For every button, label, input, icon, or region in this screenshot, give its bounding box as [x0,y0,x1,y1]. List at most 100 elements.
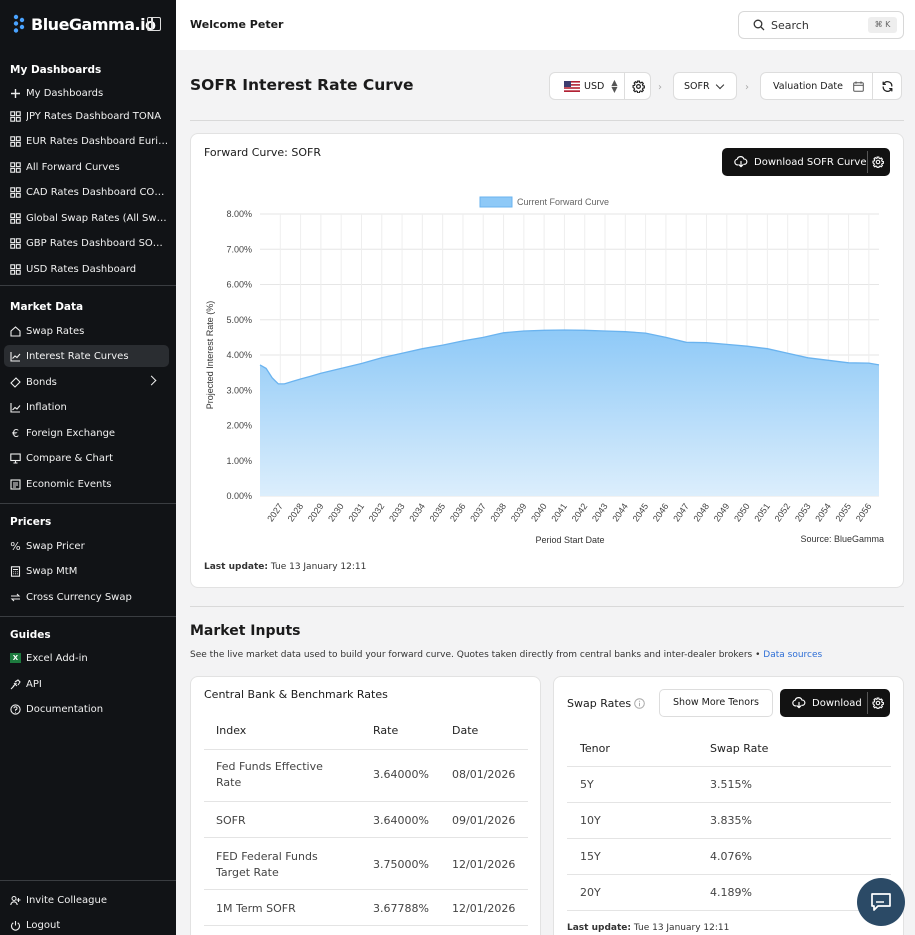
home-icon [10,325,21,337]
market-inputs-description: See the live market data used to build y… [190,650,822,660]
series-area-current-forward-curve [260,330,879,496]
sidebar-item-economic-events[interactable]: Economic Events [4,473,169,495]
sidebar-item-cad-rates-dashboard-corra[interactable]: CAD Rates Dashboard CORRA [4,181,169,203]
column-header: Swap Rate [710,742,769,755]
swap-settings-gear-icon[interactable] [867,692,889,714]
sidebar-item-label: Global Swap Rates (All Swap Rates) [26,212,169,224]
sidebar-item-interest-rate-curves[interactable]: Interest Rate Curves [4,345,169,367]
sidebar-item-invite-colleague[interactable]: Invite Colleague [4,889,169,911]
top-bar: Welcome Peter Search ⌘ K [176,0,915,50]
sidebar-item-label: Swap Rates [26,325,85,337]
refresh-icon[interactable] [872,73,902,99]
sidebar-item-all-forward-curves[interactable]: All Forward Curves [4,156,169,178]
x-tick-label: 2041 [549,501,569,523]
info-icon[interactable] [634,698,645,709]
index-name: Fed Funds Effective Rate [216,760,323,789]
swap-arrows-icon [10,592,21,603]
row-divider [567,838,891,839]
x-tick-label: 2034 [407,501,427,523]
sidebar-item-swap-mtm[interactable]: Swap MtM [4,560,169,582]
plug-icon [10,678,21,690]
row-divider [567,802,891,803]
swap-last-update-label: Last update: [567,923,631,933]
sidebar-item-compare-chart[interactable]: Compare & Chart [4,447,169,469]
sidebar-item-documentation[interactable]: Documentation [4,698,169,720]
trend-icon [10,402,21,413]
sidebar-toggle-icon[interactable] [147,17,161,31]
sidebar-item-label: Bonds [26,376,57,388]
currency-gear-icon[interactable] [624,73,651,99]
sidebar-item-jpy-rates-dashboard-tona[interactable]: JPY Rates Dashboard TONA [4,105,169,127]
rate-value: 3.64000% [373,814,429,827]
x-tick-label: 2056 [854,501,874,523]
logo[interactable]: BlueGamma.io [12,14,156,34]
sidebar-item-inflation[interactable]: Inflation [4,396,169,418]
divider [190,606,904,607]
x-tick-label: 2030 [326,501,346,523]
index-name: SOFR [216,814,246,827]
swap-rate-value: 4.189% [710,886,752,899]
sidebar-divider [0,285,176,286]
sidebar-item-my-dashboards[interactable]: My Dashboards [4,82,169,104]
sidebar-item-api[interactable]: API [4,673,169,695]
rate-value: 3.75000% [373,858,429,871]
chart-line-icon [10,351,21,362]
description-text: See the live market data used to build y… [190,650,761,660]
section-my-dashboards: My Dashboards [10,64,102,76]
x-tick-label: 2031 [346,501,366,523]
chevron-down-icon [715,80,725,90]
sidebar-item-label: Swap Pricer [26,540,85,552]
valuation-date-picker[interactable]: Valuation Date [760,72,902,100]
show-more-tenors-button[interactable]: Show More Tenors [659,689,773,717]
chevron-right-icon [146,375,157,386]
cloud-download-icon [792,697,806,709]
dashboard-icon [10,161,21,173]
x-tick-label: 2053 [793,501,813,523]
y-tick-label: 3.00% [226,385,252,395]
sidebar-item-global-swap-rates-all-swap-rates[interactable]: Global Swap Rates (All Swap Rates) [4,207,169,229]
search-input[interactable]: Search ⌘ K [738,11,904,39]
row-divider [204,749,528,750]
x-tick-label: 2033 [387,501,407,523]
sidebar-item-label: Interest Rate Curves [26,350,129,362]
sidebar-item-label: My Dashboards [26,87,104,99]
chart-source-note: Source: BlueGamma [800,534,884,544]
dashboard-icon [10,212,21,224]
sidebar-item-label: Cross Currency Swap [26,591,132,603]
download-swap-rates-button[interactable]: Download [780,689,890,717]
sidebar-item-excel-add-in[interactable]: X Excel Add-in [4,647,169,669]
sidebar-item-logout[interactable]: Logout [4,914,169,935]
index-select[interactable]: SOFR [673,72,737,100]
sidebar-item-eur-rates-dashboard-euribor[interactable]: EUR Rates Dashboard Euribor [4,130,169,152]
sidebar-item-label: Excel Add-in [26,652,88,664]
date-value: 12/01/2026 [452,858,516,871]
index-value: SOFR [684,80,710,92]
sidebar-item-foreign-exchange[interactable]: € Foreign Exchange [4,422,169,444]
sidebar-item-gbp-rates-dashboard-sonia[interactable]: GBP Rates Dashboard SONIA [4,232,169,254]
section-market-data: Market Data [10,301,84,313]
currency-select[interactable]: USD ▲ ▼ [549,72,651,100]
y-tick-label: 8.00% [226,209,252,219]
sidebar-item-label: Compare & Chart [26,452,113,464]
sidebar-item-label: JPY Rates Dashboard TONA [26,110,162,122]
dashboard-icon [10,135,21,147]
sidebar-item-usd-rates-dashboard[interactable]: USD Rates Dashboard [4,258,169,280]
x-tick-label: 2047 [671,501,691,523]
sidebar-item-label: Inflation [26,401,67,413]
row-divider [204,925,528,926]
sidebar-item-swap-pricer[interactable]: % Swap Pricer [4,535,169,557]
download-curve-label: Download SOFR Curve [754,156,867,168]
data-sources-link[interactable]: Data sources [763,650,823,660]
x-tick-label: 2052 [773,501,793,523]
x-tick-label: 2054 [813,501,833,523]
sidebar-item-swap-rates[interactable]: Swap Rates [4,320,169,342]
sidebar-item-bonds[interactable]: Bonds [4,371,169,393]
percent-icon: % [10,539,21,553]
download-swap-label: Download [812,697,862,709]
chat-support-button[interactable] [857,878,905,926]
swap-rates-title: Swap Rates [567,697,632,710]
x-axis-label: Period Start Date [535,535,604,545]
sidebar-item-cross-currency-swap[interactable]: Cross Currency Swap [4,586,169,608]
curve-settings-gear-icon[interactable] [867,151,889,173]
download-curve-button[interactable]: Download SOFR Curve [722,148,890,176]
